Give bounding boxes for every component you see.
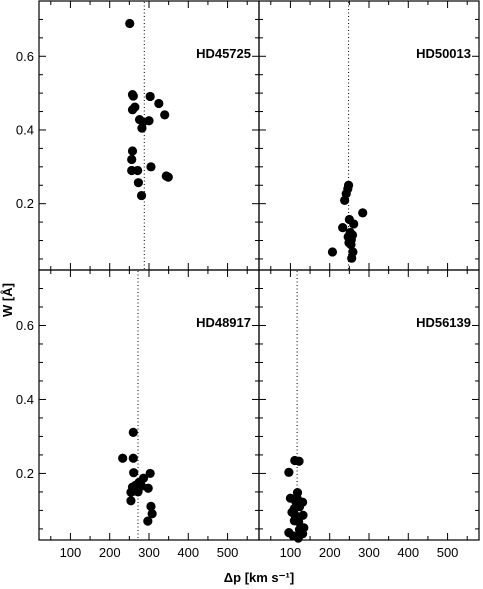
data-point bbox=[133, 178, 143, 188]
data-point bbox=[127, 154, 137, 165]
data-point bbox=[358, 208, 368, 218]
data-point bbox=[136, 190, 147, 201]
data-point bbox=[346, 239, 356, 250]
data-point bbox=[347, 253, 357, 263]
data-point bbox=[143, 483, 153, 493]
panel-label: HD45725 bbox=[196, 46, 251, 61]
x-tick-label: 100 bbox=[280, 545, 302, 560]
panel-hd50013: HD50013 bbox=[258, 0, 480, 271]
data-point bbox=[143, 516, 153, 526]
x-tick-label: 500 bbox=[217, 545, 239, 560]
data-point bbox=[338, 223, 348, 233]
data-point bbox=[349, 219, 359, 229]
y-tick-label: 0.6 bbox=[16, 318, 34, 333]
data-point bbox=[340, 195, 350, 205]
data-point bbox=[292, 488, 303, 498]
x-tick-label: 100 bbox=[60, 545, 82, 560]
panel-hd56139: HD56139 bbox=[258, 269, 480, 543]
x-tick-label: 200 bbox=[319, 545, 341, 560]
x-tick-label: 300 bbox=[138, 545, 160, 560]
data-point bbox=[145, 91, 155, 102]
data-point bbox=[118, 453, 128, 463]
x-tick-label: 500 bbox=[437, 545, 459, 560]
x-tick-label: 400 bbox=[397, 545, 419, 560]
panel-hd45725: HD45725 bbox=[38, 0, 260, 271]
data-point bbox=[137, 123, 147, 133]
data-point bbox=[154, 98, 164, 109]
x-tick-label: 200 bbox=[99, 545, 121, 560]
data-point bbox=[125, 18, 135, 29]
data-point bbox=[146, 162, 156, 172]
y-tick-label: 0.2 bbox=[16, 466, 34, 481]
data-point bbox=[127, 105, 138, 115]
y-tick-label: 0.4 bbox=[16, 392, 34, 407]
x-tick-label: 400 bbox=[177, 545, 199, 560]
data-point bbox=[327, 247, 338, 257]
data-point bbox=[128, 427, 138, 437]
data-point bbox=[128, 453, 138, 463]
y-tick-label: 0.6 bbox=[16, 49, 34, 64]
panel-hd48917: HD48917 bbox=[38, 269, 260, 541]
data-point bbox=[160, 110, 170, 120]
y-tick-label: 0.4 bbox=[16, 122, 34, 137]
data-point bbox=[147, 509, 157, 519]
panel-label: HD48917 bbox=[196, 315, 251, 330]
data-point bbox=[133, 487, 143, 497]
panel-group: HD45725 HD50013 HD48917 HD56139 bbox=[38, 0, 480, 543]
y-axis-title: W [Å] bbox=[0, 283, 15, 317]
data-point bbox=[298, 510, 308, 520]
data-point bbox=[126, 487, 136, 497]
x-tick-label: 300 bbox=[358, 545, 380, 560]
y-tick-label: 0.2 bbox=[16, 196, 34, 211]
x-tick-labels: 100 200 300 400 500 100 200 300 400 500 bbox=[60, 545, 459, 560]
panel-frame bbox=[258, 0, 480, 271]
data-point bbox=[129, 468, 139, 478]
data-point bbox=[293, 533, 303, 543]
data-point bbox=[294, 502, 305, 512]
data-point bbox=[163, 172, 173, 182]
y-tick-labels: 0.2 0.4 0.6 0.2 0.4 0.6 bbox=[16, 49, 34, 481]
panel-frame bbox=[38, 269, 260, 541]
panel-label: HD56139 bbox=[416, 315, 471, 330]
data-point bbox=[145, 468, 155, 479]
data-point bbox=[146, 501, 156, 511]
data-point bbox=[126, 496, 136, 506]
data-point bbox=[128, 91, 138, 101]
panel-frame bbox=[38, 0, 260, 271]
data-point bbox=[133, 165, 143, 176]
data-point bbox=[127, 146, 138, 156]
data-point bbox=[294, 456, 304, 466]
data-point bbox=[284, 467, 294, 477]
panel-label: HD50013 bbox=[416, 46, 471, 61]
x-axis-title: Δp [km s⁻¹] bbox=[224, 570, 294, 585]
